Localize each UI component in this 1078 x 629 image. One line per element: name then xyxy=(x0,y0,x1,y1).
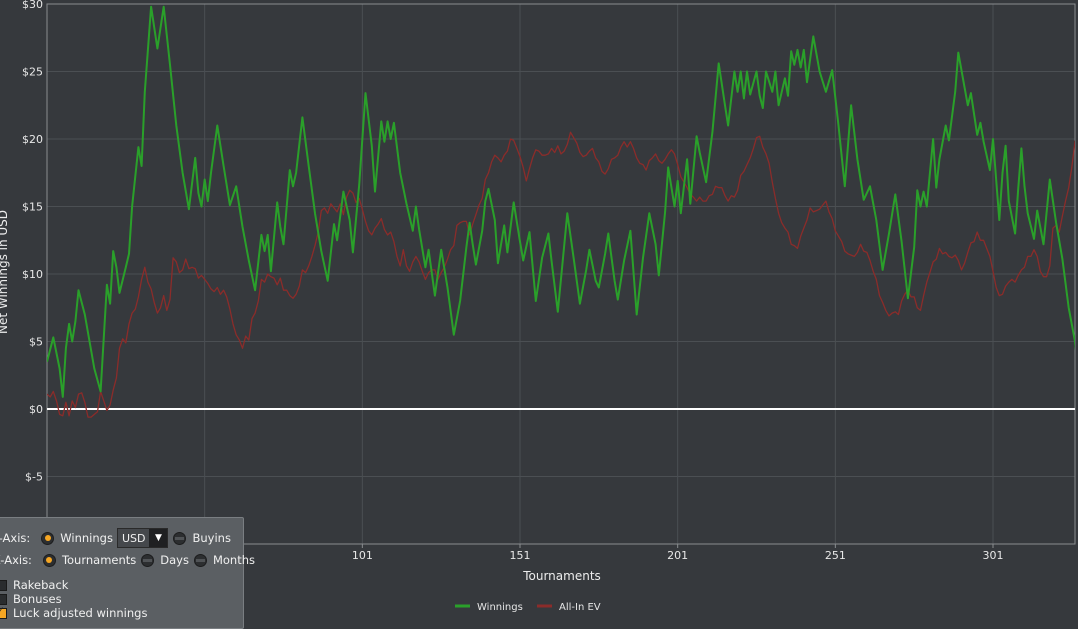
y-tick-label: $10 xyxy=(22,268,43,281)
chevron-down-icon[interactable]: ▼ xyxy=(149,529,168,547)
graph-settings-panel: Y-Axis: Winnings USD ▼ Buyins X-Axis: To… xyxy=(0,517,255,629)
y-tick-labels: $30 $25 $20 $15 $10 $5 $0 $-5 xyxy=(22,0,43,484)
y-tick-label: $20 xyxy=(22,133,43,146)
buyins-label: Buyins xyxy=(192,531,231,545)
x-tick-label: 151 xyxy=(510,549,531,562)
y-tick-label: $0 xyxy=(29,403,43,416)
legend: Winnings All-In EV xyxy=(455,602,601,613)
currency-select[interactable]: USD ▼ xyxy=(116,528,169,548)
bonuses-checkbox[interactable] xyxy=(0,593,7,605)
y-tick-label: $25 xyxy=(22,66,43,79)
rakeback-label: Rakeback xyxy=(13,578,69,592)
x-axis-row: X-Axis: Tournaments Days Months xyxy=(0,553,255,567)
winnings-radio[interactable] xyxy=(41,531,55,545)
tournaments-radio[interactable] xyxy=(42,553,56,567)
allin-ev-line xyxy=(47,131,1075,418)
x-tick-labels: 101 151 201 251 301 xyxy=(352,544,1004,562)
rakeback-row[interactable]: Rakeback xyxy=(0,578,68,592)
x-axis-title: Tournaments xyxy=(522,569,601,583)
x-tick-label: 301 xyxy=(983,549,1004,562)
currency-value: USD xyxy=(121,531,146,545)
buyins-radio[interactable] xyxy=(173,531,187,545)
y-axis-row: Y-Axis: Winnings USD ▼ Buyins xyxy=(0,528,231,548)
winnings-line xyxy=(47,5,1075,398)
legend-label-winnings: Winnings xyxy=(477,602,523,613)
y-tick-label: $15 xyxy=(22,201,43,214)
legend-label-allin-ev: All-In EV xyxy=(559,602,601,613)
y-tick-label: $30 xyxy=(22,0,43,11)
days-label: Days xyxy=(160,553,189,567)
days-radio[interactable] xyxy=(141,553,155,567)
plot-area-border xyxy=(46,3,1076,545)
series-layer xyxy=(47,5,1075,418)
x-axis-label: X-Axis: xyxy=(0,553,32,567)
y-tick-label: $-5 xyxy=(25,471,43,484)
bonuses-row[interactable]: Bonuses xyxy=(0,592,62,606)
months-radio[interactable] xyxy=(193,553,207,567)
y-tick-label: $5 xyxy=(29,336,43,349)
winnings-label: Winnings xyxy=(60,531,113,545)
x-tick-label: 251 xyxy=(825,549,846,562)
tournaments-label: Tournaments xyxy=(61,553,137,567)
y-axis-label: Y-Axis: xyxy=(0,531,31,545)
y-axis-title: Net Winnings in USD xyxy=(0,210,10,334)
luck-adjusted-label: Luck adjusted winnings xyxy=(13,606,148,620)
luck-adjusted-checkbox[interactable] xyxy=(0,606,7,619)
months-label: Months xyxy=(212,553,256,567)
x-tick-label: 101 xyxy=(352,549,373,562)
x-tick-label: 201 xyxy=(667,549,688,562)
luck-adjusted-row[interactable]: Luck adjusted winnings xyxy=(0,606,147,620)
rakeback-checkbox[interactable] xyxy=(0,579,7,591)
bonuses-label: Bonuses xyxy=(13,592,62,606)
